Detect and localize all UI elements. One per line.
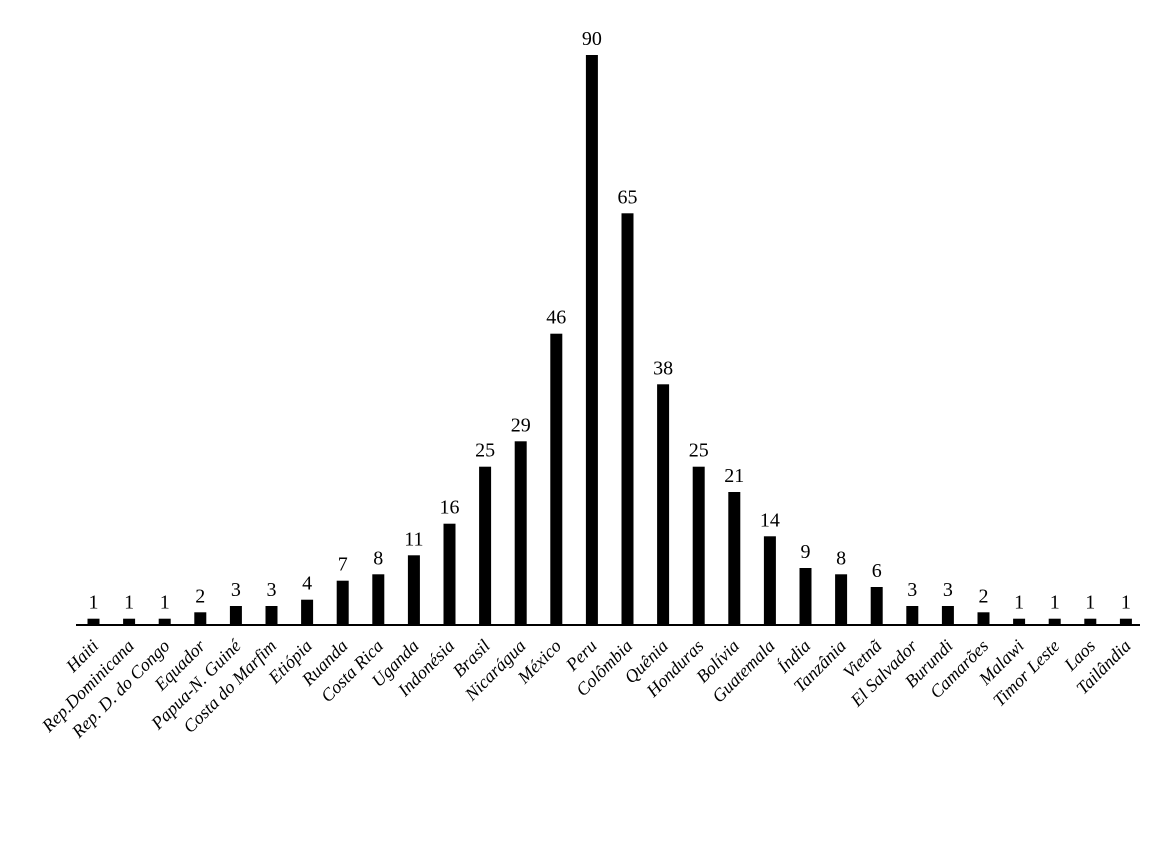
bar (763, 536, 776, 625)
bar (336, 580, 349, 625)
bar-value-label: 8 (373, 547, 383, 569)
bar (1119, 618, 1132, 625)
bar-value-label: 7 (338, 554, 348, 576)
bar (799, 568, 812, 625)
bar (123, 618, 136, 625)
bar (265, 606, 278, 625)
bar-value-label: 14 (760, 509, 780, 531)
bar (1048, 618, 1061, 625)
bar-value-label: 25 (689, 440, 709, 462)
bar-value-label: 25 (475, 440, 495, 462)
bar (301, 599, 314, 625)
bar-value-label: 2 (979, 585, 989, 607)
bar (621, 213, 634, 626)
bar (728, 492, 741, 625)
bar-value-label: 46 (546, 307, 566, 329)
bar-value-label: 29 (511, 414, 531, 436)
bar-value-label: 3 (943, 579, 953, 601)
bar-value-label: 1 (1121, 592, 1131, 614)
bar (194, 612, 207, 625)
bar (407, 555, 420, 625)
bar-value-label: 1 (1050, 592, 1060, 614)
bar-value-label: 9 (801, 541, 811, 563)
bar-value-label: 3 (907, 579, 917, 601)
bar-value-label: 38 (653, 357, 673, 379)
bar (941, 606, 954, 625)
bars-group (87, 55, 1132, 626)
bar (977, 612, 990, 625)
bar (443, 523, 456, 625)
bar-value-label: 4 (302, 573, 312, 595)
bar (906, 606, 919, 625)
bar (550, 333, 563, 625)
bar (372, 574, 385, 625)
bar (158, 618, 171, 625)
bar-value-label: 6 (872, 560, 882, 582)
bar-value-label: 11 (404, 528, 423, 550)
bar-value-label: 90 (582, 28, 602, 50)
bar (479, 466, 492, 625)
bar-value-label: 2 (195, 585, 205, 607)
bar (1013, 618, 1026, 625)
bar-value-label: 3 (267, 579, 277, 601)
bar (87, 618, 100, 625)
bar-value-label: 16 (440, 497, 460, 519)
bar (692, 466, 705, 625)
bar-value-label: 8 (836, 547, 846, 569)
bar-value-label: 3 (231, 579, 241, 601)
bar (835, 574, 848, 625)
bar-value-label: 1 (160, 592, 170, 614)
bar (585, 55, 598, 625)
bar-value-label: 21 (724, 465, 744, 487)
bar-value-label: 65 (618, 186, 638, 208)
bar (514, 441, 527, 625)
bar-value-label: 1 (1014, 592, 1024, 614)
bar-value-label: 1 (1085, 592, 1095, 614)
bar (229, 606, 242, 625)
bar-value-label: 1 (124, 592, 134, 614)
bar (1084, 618, 1097, 625)
bar-value-label: 1 (89, 592, 99, 614)
bar (870, 587, 883, 625)
bar (657, 384, 670, 625)
